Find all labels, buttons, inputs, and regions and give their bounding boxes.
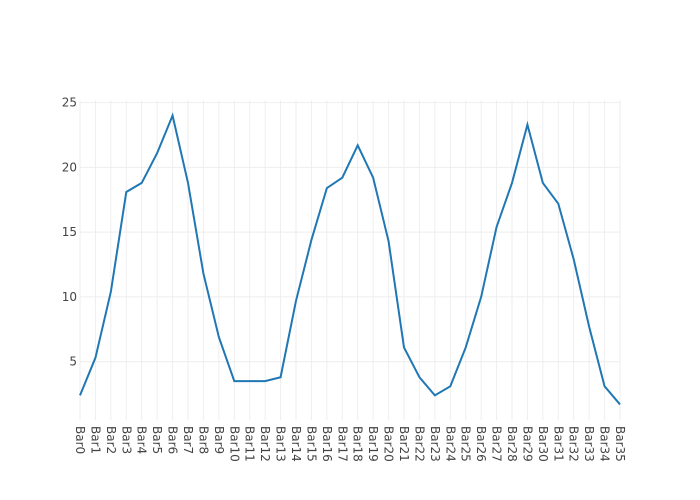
x-tick-label: Bar3 [119,426,133,454]
y-tick-label: 25 [62,96,77,110]
x-tick-label: Bar32 [567,426,581,462]
x-tick-label: Bar13 [274,426,288,462]
y-tick-label: 15 [62,225,77,239]
x-tick-label: Bar1 [88,426,102,454]
y-tick-label: 10 [62,290,77,304]
x-tick-label: Bar35 [613,426,627,462]
x-tick-label: Bar20 [382,426,396,462]
x-tick-label: Bar15 [304,426,318,462]
y-tick-label: 20 [62,160,77,174]
x-tick-label: Bar18 [351,426,365,462]
x-tick-label: Bar19 [366,426,380,462]
x-tick-label: Bar24 [443,426,457,462]
x-tick-label: Bar33 [582,426,596,462]
x-tick-label: Bar22 [412,426,426,462]
x-tick-label: Bar30 [536,426,550,462]
x-tick-label: Bar14 [289,426,303,462]
x-tick-label: Bar8 [196,426,210,454]
x-tick-label: Bar16 [320,426,334,462]
x-tick-label: Bar0 [73,426,87,454]
x-tick-label: Bar28 [505,426,519,462]
x-tick-label: Bar27 [490,426,504,462]
x-tick-label: Bar23 [428,426,442,462]
x-tick-label: Bar5 [150,426,164,454]
x-tick-label: Bar26 [474,426,488,462]
x-tick-label: Bar9 [212,426,226,454]
x-tick-label: Bar29 [520,426,534,462]
x-tick-label: Bar2 [104,426,118,454]
x-tick-label: Bar31 [551,426,565,462]
x-tick-label: Bar17 [335,426,349,462]
x-tick-label: Bar10 [227,426,241,462]
x-tick-label: Bar12 [258,426,272,462]
y-tick-label: 5 [69,355,77,369]
x-tick-label: Bar4 [135,426,149,454]
x-tick-label: Bar11 [243,426,257,462]
line [79,112,621,406]
x-tick-label: Bar25 [459,426,473,462]
x-tick-label: Bar34 [598,426,612,462]
x-tick-label: Bar7 [181,426,195,454]
x-tick-label: Bar21 [397,426,411,462]
x-tick-label: Bar6 [166,426,180,454]
